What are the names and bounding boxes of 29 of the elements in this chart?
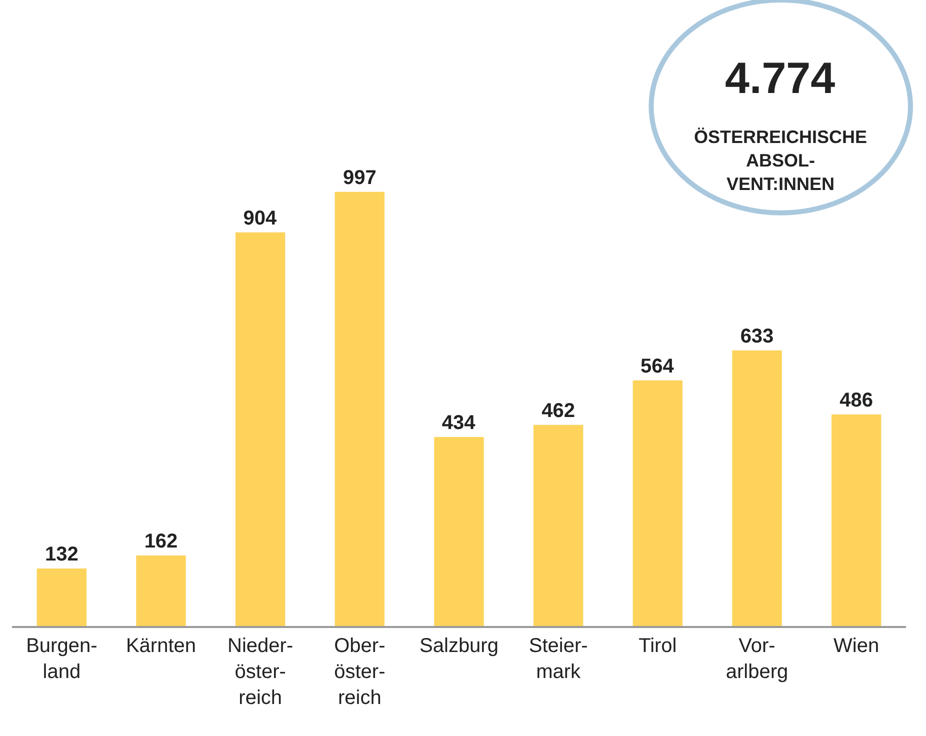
data-label: 132 — [44, 544, 78, 566]
data-label: 162 — [144, 530, 178, 552]
bar — [236, 232, 286, 626]
data-label: 564 — [640, 355, 675, 378]
bar — [36, 568, 86, 626]
x-tick-label: Ober- öster- reich — [334, 635, 386, 709]
annotation: ÖSTERREICHISCHE ABSOL- VENT:INNEN — [694, 127, 868, 194]
x-tick-label: Tirol — [638, 635, 677, 657]
bar — [632, 380, 682, 626]
data-label: 462 — [542, 400, 576, 422]
bar — [534, 424, 584, 626]
bar — [832, 414, 882, 626]
bar — [732, 350, 782, 626]
data-label: 486 — [840, 389, 874, 412]
x-tick-label: Vor- arlberg — [726, 635, 788, 683]
x-tick-label: Kärnten — [126, 635, 196, 657]
bar — [136, 555, 186, 626]
data-label: 904 — [243, 207, 278, 230]
data-label: 434 — [442, 412, 476, 434]
x-tick-label: Burgen- land — [26, 635, 98, 683]
text: 4.774 — [725, 54, 836, 103]
bar — [434, 437, 484, 626]
x-tick-label: Wien — [834, 635, 880, 657]
data-label: 633 — [740, 325, 774, 348]
x-tick-label: Salzburg — [420, 635, 498, 657]
data-label: 997 — [342, 166, 376, 189]
bar — [334, 192, 384, 626]
x-tick-label: Nieder- öster- reich — [228, 635, 294, 709]
x-tick-label: Steier- mark — [528, 635, 588, 683]
